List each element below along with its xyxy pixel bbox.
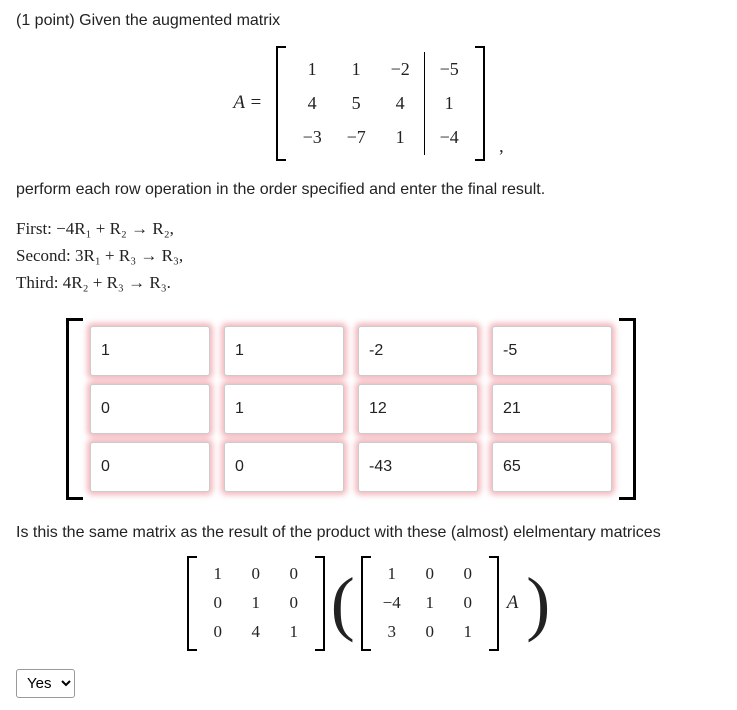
answer-cell[interactable]: -2 — [358, 326, 478, 376]
augment-divider — [424, 52, 425, 155]
augmented-matrix: 1 4 −3 1 5 −7 −2 4 1 −5 1 −4 — [276, 46, 485, 161]
matrix-a-label: A = — [233, 92, 262, 114]
intro-text: Given the augmented matrix — [79, 12, 280, 29]
mcell: 1 — [437, 86, 461, 120]
matrix-e1: 1 −4 3 0 1 0 0 0 1 — [361, 556, 499, 651]
bracket-left — [66, 318, 80, 500]
bracket-right — [622, 318, 636, 500]
answer-select-wrap: Yes No — [16, 669, 721, 698]
mcell: 1 — [381, 560, 403, 589]
mcell: 0 — [207, 618, 229, 647]
answer-cell[interactable]: 21 — [492, 384, 612, 434]
mcell: 1 — [300, 52, 324, 86]
elementary-product: 1 0 0 0 1 4 0 0 1 ( 1 −4 3 — [16, 556, 721, 651]
mcell: 0 — [419, 560, 441, 589]
mcell: 0 — [245, 560, 267, 589]
mcell: −2 — [388, 52, 412, 86]
answer-cell[interactable]: 1 — [90, 326, 210, 376]
mcell: 3 — [381, 618, 403, 647]
rhs-a-label: A — [507, 592, 519, 614]
mcell: 1 — [419, 589, 441, 618]
mcell: 0 — [419, 618, 441, 647]
mcell: 0 — [207, 589, 229, 618]
mcell: 1 — [388, 120, 412, 154]
matrix-e2: 1 0 0 0 1 4 0 0 1 — [187, 556, 325, 651]
mcell: 1 — [457, 618, 479, 647]
answer-cell[interactable]: 1 — [224, 384, 344, 434]
answer-cell[interactable]: 1 — [224, 326, 344, 376]
perform-text: perform each row operation in the order … — [16, 181, 721, 199]
mcell: −5 — [437, 52, 461, 86]
answer-cell[interactable]: -5 — [492, 326, 612, 376]
answer-cell[interactable]: 0 — [90, 442, 210, 492]
op-second: Second: 3R₁ + R₃ → R₃, — [16, 242, 721, 269]
question-header: (1 point) Given the augmented matrix — [16, 12, 721, 30]
mcell: 0 — [283, 560, 305, 589]
yes-no-select[interactable]: Yes No — [16, 669, 75, 698]
answer-cell[interactable]: 12 — [358, 384, 478, 434]
mcell: 0 — [457, 589, 479, 618]
op-first: First: −4R₁ + R₂ → R₂, — [16, 215, 721, 242]
points-label: (1 point) — [16, 12, 79, 29]
answer-cell[interactable]: 0 — [90, 384, 210, 434]
mcell: 1 — [207, 560, 229, 589]
mcell: 0 — [283, 589, 305, 618]
mcell: −3 — [300, 120, 324, 154]
mcell: −4 — [381, 589, 403, 618]
matrix-trail: , — [499, 136, 504, 157]
op-third: Third: 4R₂ + R₃ → R₃. — [16, 269, 721, 296]
paren-open: ( — [331, 571, 355, 636]
paren-close: ) — [526, 571, 550, 636]
mcell: 5 — [344, 86, 368, 120]
mcell: 4 — [245, 618, 267, 647]
mcell: 0 — [457, 560, 479, 589]
mcell: 1 — [283, 618, 305, 647]
mcell: −4 — [437, 120, 461, 154]
mcell: 4 — [388, 86, 412, 120]
answer-cell[interactable]: 65 — [492, 442, 612, 492]
mcell: 1 — [245, 589, 267, 618]
answer-cell[interactable]: -43 — [358, 442, 478, 492]
matrix-a-display: A = 1 4 −3 1 5 −7 −2 4 1 −5 1 −4 — [16, 46, 721, 161]
followup-text: Is this the same matrix as the result of… — [16, 524, 721, 542]
answer-cell[interactable]: 0 — [224, 442, 344, 492]
answer-matrix: 1 1 -2 -5 0 1 12 21 0 0 -43 65 — [66, 318, 721, 500]
mcell: 1 — [344, 52, 368, 86]
row-operations: First: −4R₁ + R₂ → R₂, Second: 3R₁ + R₃ … — [16, 215, 721, 297]
mcell: −7 — [344, 120, 368, 154]
mcell: 4 — [300, 86, 324, 120]
